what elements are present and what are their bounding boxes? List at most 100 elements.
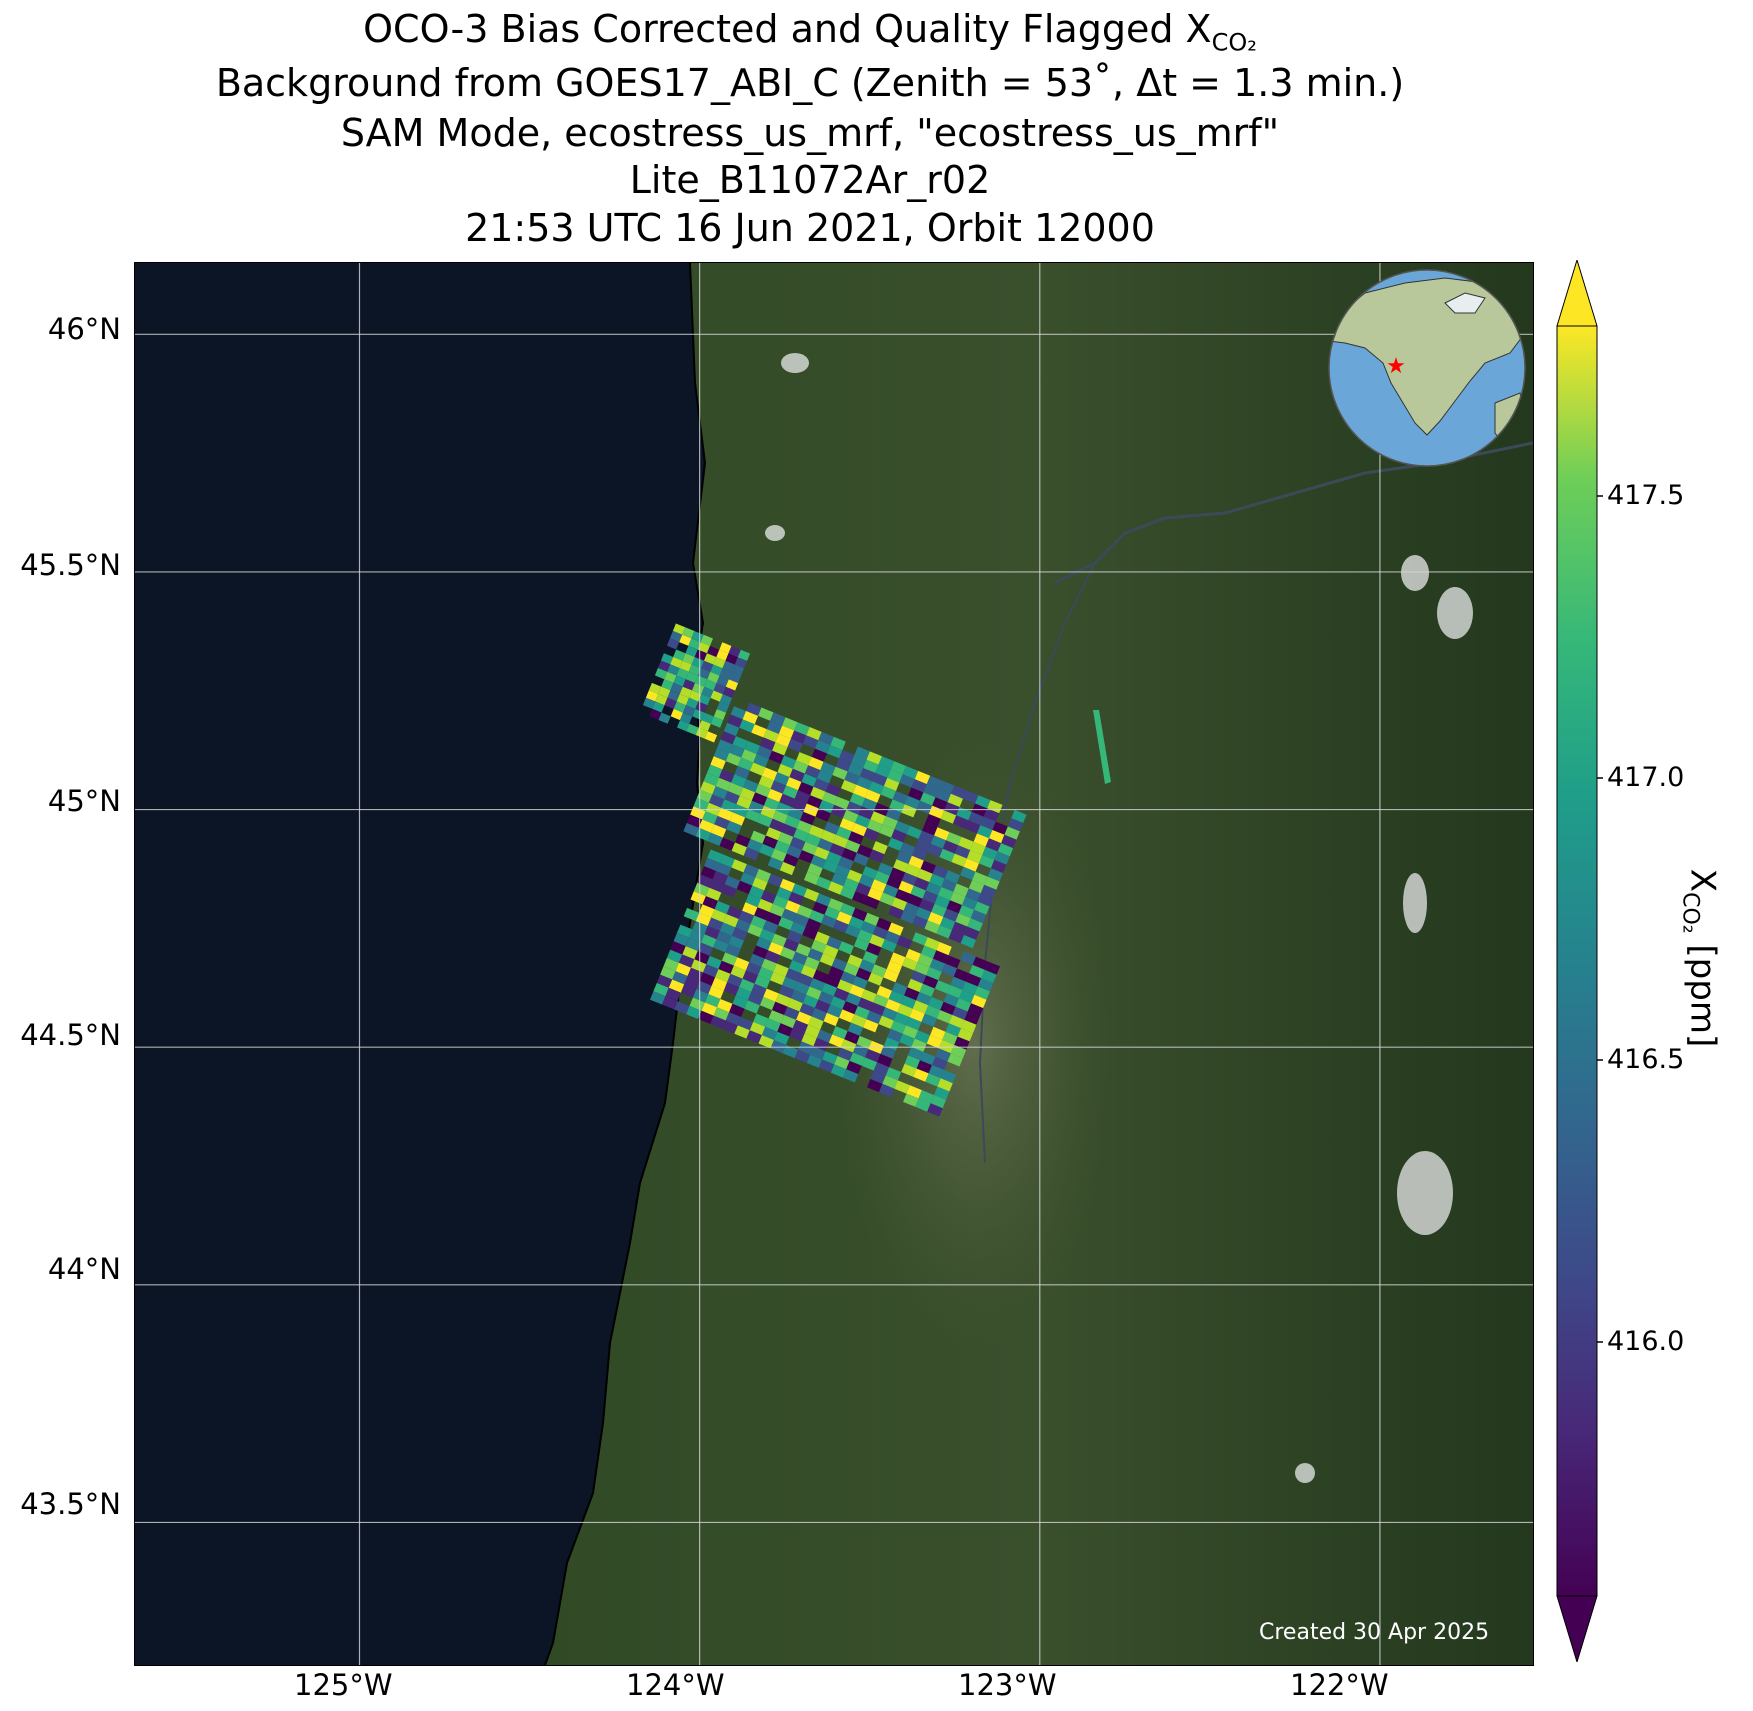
sounding-cell xyxy=(916,1060,932,1074)
sounding-cell xyxy=(862,866,878,880)
sounding-cell xyxy=(816,1029,833,1043)
sounding-cell xyxy=(673,675,686,687)
sounding-cell xyxy=(905,864,921,878)
sounding-cell xyxy=(863,827,880,842)
lon-label-124: 124°W xyxy=(626,1668,725,1702)
sounding-cell xyxy=(828,881,844,895)
sounding-cell xyxy=(730,706,746,720)
xco2-soundings[interactable] xyxy=(642,623,1111,1117)
sounding-cell xyxy=(755,784,771,798)
sounding-cell xyxy=(829,843,845,857)
sounding-cell xyxy=(734,1025,750,1039)
sounding-cell xyxy=(876,985,892,999)
sounding-cell xyxy=(731,664,745,676)
sounding-cell xyxy=(660,653,674,665)
sounding-cell xyxy=(824,821,840,835)
sounding-cell xyxy=(800,964,817,979)
map-panel[interactable]: ★ xyxy=(134,262,1534,1666)
sounding-cell xyxy=(821,914,837,929)
sounding-cell xyxy=(680,712,693,724)
sounding-cell xyxy=(798,782,814,796)
sounding-cell xyxy=(677,924,693,938)
sounding-cell xyxy=(808,825,825,839)
sounding-cell xyxy=(867,972,884,986)
sounding-cell xyxy=(943,908,959,922)
sounding-cell xyxy=(901,804,917,818)
sounding-cell xyxy=(704,926,720,940)
sounding-cell xyxy=(838,856,854,870)
sounding-cell xyxy=(733,957,750,971)
sounding-strip xyxy=(1093,710,1111,784)
sounding-cell xyxy=(707,917,724,931)
sounding-cell xyxy=(848,916,864,930)
sounding-cell xyxy=(883,777,900,791)
sounding-cell xyxy=(757,813,773,828)
sounding-cell xyxy=(682,679,695,691)
sounding-cell xyxy=(747,992,764,1006)
colorbar-tick-417-5: 417.5 xyxy=(1607,480,1685,511)
sounding-cell xyxy=(940,810,957,824)
sounding-cell xyxy=(784,1006,800,1020)
sounding-cell xyxy=(748,885,765,899)
sounding-cell xyxy=(936,925,952,939)
sounding-cell xyxy=(699,904,715,918)
sounding-cell xyxy=(795,943,811,957)
sounding-cell xyxy=(836,826,852,840)
sounding-cell xyxy=(841,848,857,862)
sounding-cell xyxy=(664,697,677,709)
sounding-cell xyxy=(873,1062,890,1076)
sounding-cell xyxy=(733,804,749,818)
sounding-cell xyxy=(891,897,908,911)
sounding-cell xyxy=(888,922,904,936)
sounding-cell xyxy=(806,1054,823,1068)
sounding-cell xyxy=(964,926,980,940)
sounding-cell xyxy=(991,859,1007,874)
sounding-cell xyxy=(754,907,770,921)
sounding-cell xyxy=(947,793,963,807)
sounding-cell xyxy=(965,888,981,902)
sounding-cell xyxy=(760,737,776,751)
sounding-cell xyxy=(916,992,932,1006)
sounding-cell xyxy=(816,876,832,890)
sounding-cell xyxy=(701,686,714,698)
sounding-cell xyxy=(920,1051,936,1066)
sounding-cell xyxy=(989,830,1005,844)
sounding-cell xyxy=(794,981,810,995)
sounding-cell xyxy=(697,874,713,888)
sounding-cell xyxy=(780,1015,797,1029)
lon-label-123: 123°W xyxy=(958,1668,1057,1702)
sounding-cell xyxy=(864,896,880,910)
sounding-cell xyxy=(761,958,777,972)
sounding-cell xyxy=(701,712,714,724)
sounding-cell xyxy=(946,900,962,914)
sounding-cell xyxy=(788,960,805,974)
sounding-cell xyxy=(732,736,748,750)
sounding-cell xyxy=(781,823,797,837)
sounding-cell xyxy=(902,1025,919,1039)
sounding-cell xyxy=(669,630,683,643)
sounding-cell xyxy=(786,845,802,859)
sounding-cell xyxy=(745,962,762,976)
sounding-cell xyxy=(951,921,968,935)
sounding-cell xyxy=(719,694,733,706)
sounding-cell xyxy=(710,690,723,702)
sounding-cell xyxy=(894,820,910,835)
sounding-cell xyxy=(880,1045,896,1059)
sounding-cell xyxy=(857,929,873,943)
sounding-cell xyxy=(695,701,708,713)
sounding-cell xyxy=(802,994,819,1008)
sounding-cell xyxy=(846,801,862,815)
sounding-cell xyxy=(813,1037,829,1052)
sounding-cell xyxy=(911,779,927,793)
sounding-cell xyxy=(971,803,988,817)
sounding-cell xyxy=(674,1001,690,1015)
sounding-cell xyxy=(851,823,868,837)
sounding-cell xyxy=(800,811,816,826)
sounding-cell xyxy=(815,740,831,754)
sounding-cell xyxy=(701,934,717,948)
sounding-cell xyxy=(692,683,705,695)
sounding-cell xyxy=(798,850,814,864)
sounding-cell xyxy=(667,664,680,676)
sounding-cell xyxy=(960,951,976,965)
map-svg[interactable]: ★ xyxy=(135,263,1533,1665)
